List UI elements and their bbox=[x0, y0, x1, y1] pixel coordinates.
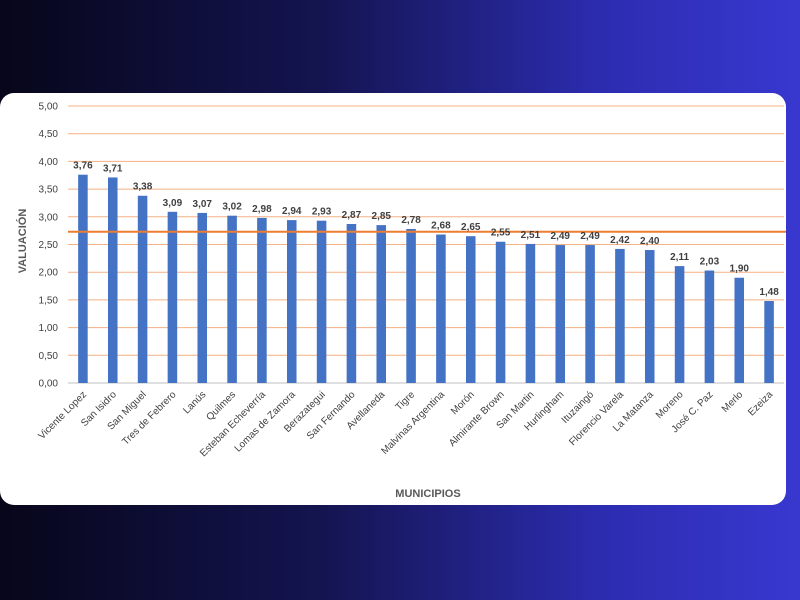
data-label: 2,42 bbox=[610, 235, 630, 246]
y-tick-label: 1,00 bbox=[39, 323, 59, 334]
bar bbox=[257, 217, 267, 383]
data-label: 3,02 bbox=[222, 202, 242, 213]
bar bbox=[555, 245, 566, 383]
y-tick-label: 0,00 bbox=[39, 379, 59, 390]
x-tick-label: Tigre bbox=[394, 389, 418, 413]
data-label: 2,55 bbox=[491, 228, 511, 239]
y-axis-title: VALUACIÓN bbox=[16, 209, 29, 274]
data-label: 2,11 bbox=[670, 252, 689, 263]
data-label: 2,03 bbox=[700, 257, 720, 268]
bar bbox=[137, 195, 148, 383]
data-label: 3,09 bbox=[163, 198, 183, 209]
bar bbox=[376, 225, 387, 383]
data-label: 2,68 bbox=[431, 221, 451, 232]
y-tick-label: 4,00 bbox=[39, 157, 59, 168]
data-label: 2,49 bbox=[551, 231, 571, 242]
bar bbox=[495, 241, 506, 383]
bar bbox=[286, 220, 297, 383]
y-tick-label: 3,50 bbox=[39, 185, 59, 196]
bar-chart: 0,00 0,50 1,00 1,50 2,00 2,50 3,00 3,50 4,00 4,50… bbox=[16, 102, 786, 500]
y-tick-label: 3,00 bbox=[39, 212, 59, 223]
data-label: 2,87 bbox=[342, 210, 362, 221]
bar bbox=[704, 270, 715, 383]
data-label: 2,93 bbox=[312, 207, 332, 218]
data-label: 3,07 bbox=[193, 199, 213, 210]
data-labels: 3,76 3,71 3,38 3,09 3,07 3,02 2,98 2,94 2,93 2,87… bbox=[73, 161, 779, 298]
y-axis-ticks: 0,00 0,50 1,00 1,50 2,00 2,50 3,00 3,50 4,00 4,50… bbox=[39, 102, 59, 390]
bar bbox=[406, 228, 416, 383]
chart-card: 0,00 0,50 1,00 1,50 2,00 2,50 3,00 3,50 4,00 4,50… bbox=[0, 93, 786, 505]
data-label: 2,94 bbox=[282, 206, 302, 217]
x-tick-label: Tres de Febrero bbox=[120, 389, 179, 448]
bar bbox=[734, 277, 745, 383]
data-label: 2,78 bbox=[401, 215, 421, 226]
x-tick-label: Vicente Lopez bbox=[37, 389, 89, 441]
y-tick-label: 2,00 bbox=[39, 268, 59, 279]
x-axis-title: MUNICIPIOS bbox=[395, 488, 460, 500]
bar bbox=[764, 301, 774, 383]
bar bbox=[197, 212, 208, 383]
bar bbox=[644, 250, 655, 383]
x-tick-label: Lanús bbox=[181, 389, 208, 416]
y-tick-label: 1,50 bbox=[39, 295, 59, 306]
data-label: 2,51 bbox=[521, 230, 541, 241]
bar bbox=[436, 234, 446, 383]
data-label: 1,48 bbox=[759, 287, 779, 298]
data-label: 2,65 bbox=[461, 222, 481, 233]
data-label: 1,90 bbox=[730, 264, 750, 275]
data-label: 3,71 bbox=[103, 163, 123, 174]
data-label: 2,49 bbox=[580, 231, 600, 242]
bar bbox=[227, 215, 237, 383]
bar bbox=[585, 245, 595, 383]
y-tick-label: 2,50 bbox=[39, 240, 59, 251]
data-label: 3,38 bbox=[133, 182, 153, 193]
bar bbox=[316, 220, 327, 383]
bar bbox=[107, 177, 118, 383]
bars bbox=[78, 174, 774, 383]
y-tick-label: 0,50 bbox=[39, 351, 59, 362]
x-tick-label: Merlo bbox=[720, 389, 746, 415]
bar bbox=[78, 174, 88, 383]
y-tick-label: 5,00 bbox=[39, 102, 59, 113]
x-tick-label: Morón bbox=[449, 389, 477, 417]
bar bbox=[615, 248, 625, 383]
bar bbox=[167, 211, 178, 383]
data-label: 2,40 bbox=[640, 236, 660, 247]
data-label: 2,98 bbox=[252, 204, 272, 215]
bar bbox=[525, 243, 536, 383]
data-label: 2,85 bbox=[372, 211, 392, 222]
x-tick-label: Ezeiza bbox=[746, 389, 775, 418]
bar bbox=[346, 224, 357, 383]
gridlines bbox=[68, 105, 784, 356]
bar bbox=[465, 236, 476, 383]
y-tick-label: 4,50 bbox=[39, 129, 59, 140]
bar bbox=[674, 266, 685, 383]
data-label: 3,76 bbox=[73, 161, 93, 172]
